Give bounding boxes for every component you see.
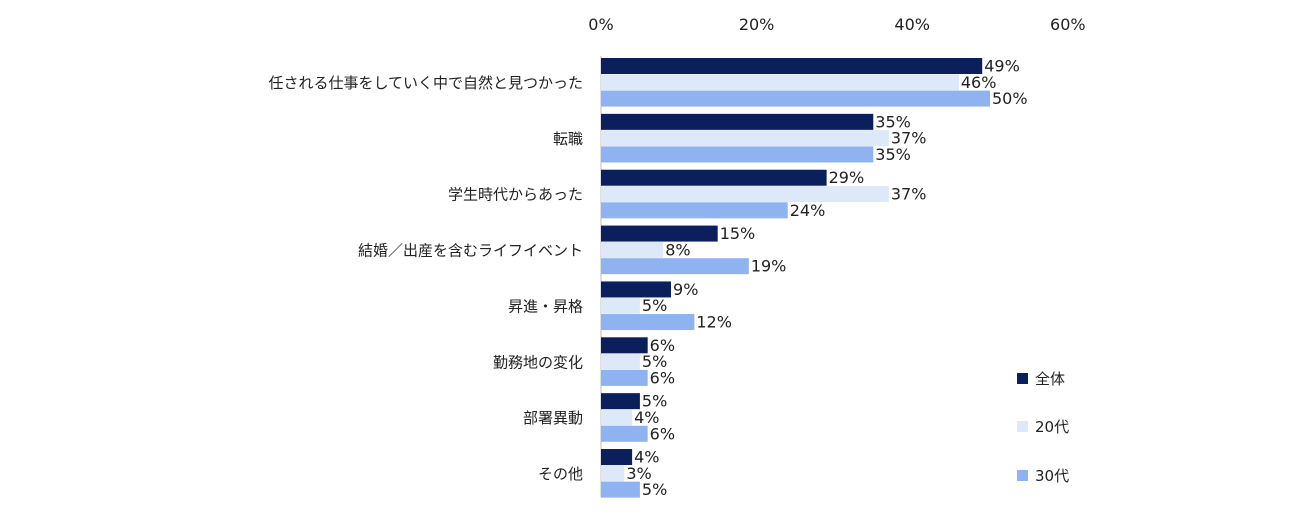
- data-label: 19%: [751, 257, 787, 276]
- bar: [601, 186, 889, 203]
- data-label: 24%: [790, 201, 826, 220]
- legend-swatch: [1017, 470, 1028, 481]
- category-label: 部署異動: [523, 409, 583, 427]
- bar: [601, 449, 633, 466]
- category-label: 転職: [553, 130, 583, 148]
- category-label: 学生時代からあった: [448, 186, 583, 204]
- bar: [601, 425, 648, 442]
- bar: [601, 393, 640, 410]
- bar: [601, 225, 718, 242]
- data-label: 8%: [665, 240, 690, 259]
- bar: [601, 130, 889, 147]
- bar: [601, 169, 827, 186]
- x-tick-label: 40%: [894, 15, 930, 34]
- category-label: 昇進・昇格: [508, 297, 583, 315]
- data-label: 50%: [992, 89, 1028, 108]
- data-label: 4%: [634, 408, 659, 427]
- legend-swatch: [1017, 421, 1028, 432]
- data-label: 3%: [626, 464, 651, 483]
- bar: [601, 74, 959, 91]
- data-label: 35%: [875, 145, 911, 164]
- legend-swatch: [1017, 373, 1028, 384]
- data-label: 4%: [634, 448, 659, 467]
- bar: [601, 369, 648, 386]
- data-label: 5%: [642, 352, 667, 371]
- bar: [601, 113, 874, 130]
- data-label: 9%: [673, 280, 698, 299]
- bar: [601, 258, 749, 275]
- bar: [601, 202, 788, 219]
- data-label: 12%: [696, 313, 732, 332]
- bar: [601, 481, 640, 498]
- bar: [601, 314, 695, 331]
- data-label: 37%: [891, 129, 927, 148]
- bar: [601, 58, 983, 74]
- data-label: 6%: [650, 368, 675, 387]
- category-label: 結婚／出産を含むライフイベント: [358, 242, 583, 260]
- data-label: 15%: [720, 224, 756, 243]
- bar: [601, 297, 640, 314]
- bar: [601, 241, 664, 258]
- data-label: 37%: [891, 185, 927, 204]
- data-label: 49%: [984, 57, 1020, 76]
- legend-label: 全体: [1035, 370, 1065, 388]
- data-label: 35%: [875, 112, 911, 131]
- bar: [601, 281, 672, 298]
- bar: [601, 337, 648, 354]
- x-tick-label: 0%: [588, 15, 613, 34]
- category-label: 任される仕事をしていく中で自然と見つかった: [268, 74, 583, 92]
- data-label: 46%: [961, 73, 997, 92]
- data-label: 6%: [650, 424, 675, 443]
- x-tick-label: 20%: [739, 15, 775, 34]
- x-tick-label: 60%: [1050, 15, 1086, 34]
- data-label: 6%: [650, 336, 675, 355]
- data-label: 5%: [642, 296, 667, 315]
- bar: [601, 465, 625, 482]
- legend-label: 30代: [1035, 467, 1069, 485]
- legend-label: 20代: [1035, 418, 1069, 436]
- bar: [601, 409, 633, 426]
- data-label: 5%: [642, 480, 667, 499]
- bar: [601, 353, 640, 370]
- bar: [601, 146, 874, 163]
- bar: [601, 90, 990, 107]
- category-label: その他: [538, 465, 583, 483]
- category-label: 勤務地の変化: [493, 353, 583, 371]
- data-label: 29%: [829, 168, 865, 187]
- data-label: 5%: [642, 392, 667, 411]
